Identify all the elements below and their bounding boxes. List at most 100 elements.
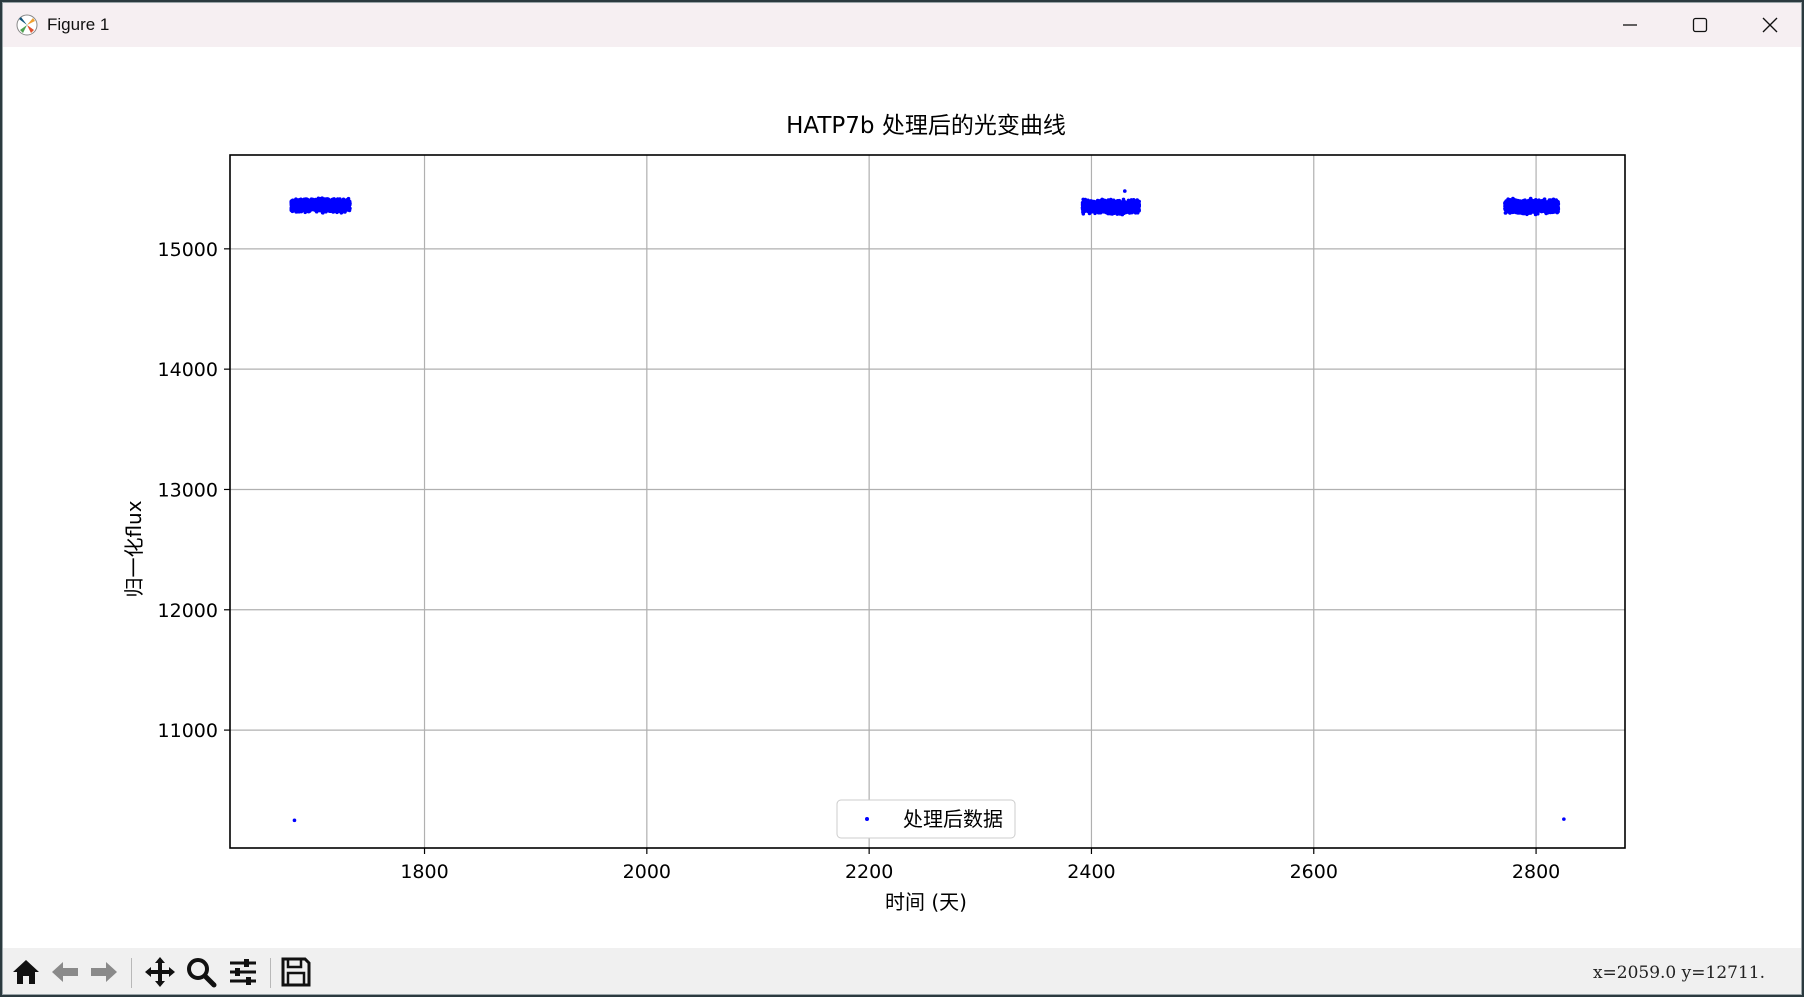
data-point [1104, 208, 1109, 213]
legend: 处理后数据 [836, 799, 1016, 839]
data-point [311, 207, 315, 211]
save-button[interactable] [277, 954, 315, 990]
data-point [1528, 199, 1532, 204]
data-point [1080, 201, 1085, 206]
data-point [291, 202, 295, 207]
legend-marker [865, 817, 869, 821]
data-point [1104, 200, 1108, 205]
maximize-icon [1692, 17, 1708, 33]
axis-ticks: 1800 2000 2200 2400 2600 28001100012000130001… [158, 239, 1561, 883]
data-point [1503, 207, 1508, 212]
data-point [327, 199, 332, 203]
data-point [1099, 206, 1103, 210]
data-point [1504, 202, 1508, 207]
configure-subplots-button[interactable] [224, 954, 262, 990]
toolbar-separator [131, 958, 132, 988]
data-point [1529, 204, 1534, 208]
data-point [1540, 201, 1544, 205]
pan-button[interactable] [141, 954, 179, 990]
data-point [1093, 203, 1097, 207]
legend-label: 处理后数据 [903, 807, 1003, 831]
data-point [1121, 197, 1126, 202]
data-point [1516, 204, 1521, 209]
data-point [1118, 204, 1123, 208]
data-point [296, 206, 301, 211]
data-point [299, 197, 303, 202]
data-point [1121, 210, 1125, 214]
cursor-coordinates: x=2059.0 y=12711. [1592, 963, 1765, 983]
data-point [1520, 203, 1524, 208]
forward-button[interactable] [85, 954, 123, 990]
data-point [306, 209, 311, 214]
x-tick-label: 2200 [845, 861, 893, 883]
data-point [1081, 197, 1085, 202]
title-bar[interactable]: Figure 1 [3, 3, 1801, 47]
data-point [1126, 198, 1131, 203]
chart-title: HATP7b 处理后的光变曲线 [786, 113, 1066, 139]
zoom-button[interactable] [182, 954, 220, 990]
x-tick-label: 2800 [1512, 861, 1560, 883]
y-tick-label: 13000 [158, 479, 218, 501]
data-point [1547, 205, 1552, 210]
data-point [1120, 200, 1125, 204]
data-point [1116, 207, 1121, 212]
back-button[interactable] [46, 954, 84, 990]
data-point [1528, 206, 1533, 211]
data-point [1125, 209, 1129, 214]
data-point [1125, 205, 1129, 209]
data-point [1544, 211, 1548, 216]
data-point [1528, 210, 1532, 215]
data-point [1532, 198, 1537, 203]
minimize-button[interactable] [1595, 3, 1665, 47]
y-tick-label: 15000 [158, 239, 218, 261]
data-point [1088, 207, 1092, 211]
data-point [1132, 203, 1137, 208]
data-point [1082, 207, 1086, 212]
data-point [1521, 199, 1526, 204]
close-button[interactable] [1735, 3, 1801, 47]
data-point [294, 202, 299, 206]
arrow-left-icon [52, 962, 78, 982]
home-button[interactable] [7, 954, 45, 990]
data-point [1123, 189, 1127, 193]
data-point [300, 204, 304, 208]
x-tick-label: 2000 [623, 861, 671, 883]
x-axis-label: 时间 (天) [885, 890, 967, 914]
close-icon [1762, 17, 1778, 33]
data-point [1085, 209, 1089, 213]
data-point [1128, 206, 1132, 211]
data-point [1109, 204, 1113, 209]
data-point [1136, 202, 1141, 207]
data-point [1519, 208, 1524, 213]
data-point [1536, 202, 1540, 206]
x-tick-label: 1800 [400, 861, 448, 883]
data-point [1548, 210, 1553, 214]
magnifier-icon [187, 958, 217, 988]
data-point [1133, 207, 1137, 211]
data-point [298, 201, 303, 205]
figure-canvas[interactable]: 1800 2000 2200 2400 2600 2800 11000 12000 13000 1… [3, 47, 1801, 948]
data-point [1096, 199, 1101, 204]
data-point [1090, 200, 1094, 205]
data-point [1543, 204, 1548, 208]
floppy-disk-icon [281, 957, 311, 987]
y-tick-label: 14000 [158, 359, 218, 381]
data-point [1106, 203, 1110, 207]
data-point [1112, 200, 1116, 204]
toolbar-separator [270, 958, 271, 988]
navigation-toolbar: x=2059.0 y=12711. [3, 948, 1801, 994]
axes-frame [229, 154, 1626, 849]
data-point [340, 208, 345, 213]
data-point [1506, 207, 1511, 211]
maximize-button[interactable] [1665, 3, 1735, 47]
minimize-icon [1623, 24, 1637, 26]
home-icon [13, 960, 39, 984]
data-point [1525, 203, 1530, 208]
data-point [337, 199, 342, 204]
data-point [1552, 206, 1557, 211]
legend-box [836, 799, 1016, 839]
data-point [1532, 209, 1537, 214]
data-point [292, 818, 297, 823]
x-tick-label: 2400 [1067, 861, 1115, 883]
data-point [1099, 201, 1103, 205]
